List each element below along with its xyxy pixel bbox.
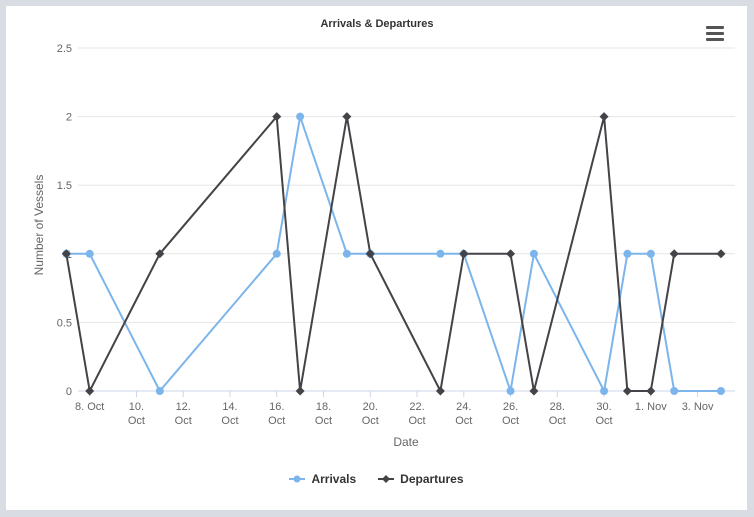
data-point-arrivals bbox=[342, 249, 351, 258]
y-tick-label: 1.5 bbox=[57, 180, 72, 192]
data-point-departures bbox=[622, 386, 632, 396]
series-line-arrivals bbox=[66, 115, 721, 392]
data-point-departures bbox=[646, 386, 656, 396]
x-tick-label: 12. bbox=[176, 401, 191, 413]
legend: Arrivals Departures bbox=[6, 472, 747, 486]
x-tick-label: 1. Nov bbox=[635, 401, 667, 413]
legend-label-arrivals: Arrivals bbox=[311, 472, 357, 486]
data-point-departures bbox=[459, 249, 469, 259]
data-point-arrivals bbox=[296, 112, 305, 121]
x-tick-label: Oct bbox=[502, 415, 519, 427]
series-departures bbox=[61, 112, 726, 396]
x-tick-label: 18. bbox=[316, 401, 331, 413]
x-tick-label: 20. bbox=[363, 401, 378, 413]
data-point-arrivals bbox=[623, 249, 632, 258]
x-tick-label: Oct bbox=[596, 415, 613, 427]
data-point-arrivals bbox=[155, 387, 164, 395]
data-point-arrivals bbox=[716, 387, 725, 395]
data-point-departures bbox=[599, 112, 609, 122]
x-tick-label: Oct bbox=[268, 415, 285, 427]
x-tick-label: 16. bbox=[269, 401, 284, 413]
x-tick-label: 22. bbox=[409, 401, 424, 413]
legend-label-departures: Departures bbox=[400, 472, 464, 486]
x-tick-label: 30. bbox=[596, 401, 611, 413]
y-tick-label: 2 bbox=[66, 112, 72, 124]
x-tick-label: Oct bbox=[128, 415, 145, 427]
line-chart: Arrivals & Departures 00.511.522.58. Oct… bbox=[32, 18, 735, 449]
x-tick-label: Oct bbox=[315, 415, 332, 427]
x-tick-label: 3. Nov bbox=[682, 401, 714, 413]
x-tick-label: Oct bbox=[455, 415, 472, 427]
y-tick-label: 2.5 bbox=[57, 43, 72, 55]
x-tick-label: Oct bbox=[408, 415, 425, 427]
data-point-departures bbox=[61, 249, 71, 259]
data-point-arrivals bbox=[529, 249, 538, 258]
x-tick-label: 28. bbox=[550, 401, 565, 413]
data-point-departures bbox=[435, 386, 445, 396]
data-point-departures bbox=[85, 386, 95, 396]
diamond-marker-icon bbox=[378, 475, 395, 483]
y-tick-label: 0.5 bbox=[57, 317, 72, 329]
data-point-departures bbox=[342, 112, 352, 122]
data-point-arrivals bbox=[600, 387, 609, 395]
y-axis-title: Number of Vessels bbox=[32, 175, 46, 276]
x-tick-label: Oct bbox=[362, 415, 379, 427]
legend-item-departures[interactable]: Departures bbox=[378, 472, 464, 486]
data-point-departures bbox=[716, 249, 726, 259]
data-point-departures bbox=[272, 112, 282, 122]
data-point-arrivals bbox=[670, 387, 679, 395]
x-tick-label: 26. bbox=[503, 401, 518, 413]
x-tick-label: 10. bbox=[129, 401, 144, 413]
data-point-departures bbox=[365, 249, 375, 259]
data-point-departures bbox=[529, 386, 539, 396]
series-line-departures bbox=[65, 115, 721, 392]
data-point-departures bbox=[295, 386, 305, 396]
data-point-arrivals bbox=[646, 249, 655, 258]
data-point-departures bbox=[155, 249, 165, 259]
x-tick-label: Oct bbox=[549, 415, 566, 427]
chart-title: Arrivals & Departures bbox=[320, 18, 433, 30]
legend-item-arrivals[interactable]: Arrivals bbox=[289, 472, 356, 486]
chart-container: Arrivals & Departures 00.511.522.58. Oct… bbox=[6, 6, 747, 510]
x-tick-label: 24. bbox=[456, 401, 471, 413]
y-tick-label: 0 bbox=[66, 386, 72, 398]
chart-menu-icon[interactable] bbox=[706, 26, 724, 42]
x-tick-label: 14. bbox=[222, 401, 237, 413]
circle-marker-icon bbox=[289, 475, 306, 483]
x-tick-label: Oct bbox=[175, 415, 192, 427]
x-tick-label: 8. Oct bbox=[75, 401, 104, 413]
data-point-arrivals bbox=[436, 249, 445, 258]
x-axis-title: Date bbox=[393, 435, 419, 449]
data-point-arrivals bbox=[272, 249, 281, 258]
data-point-departures bbox=[669, 249, 679, 259]
x-tick-label: Oct bbox=[221, 415, 238, 427]
data-point-departures bbox=[506, 249, 516, 259]
data-point-arrivals bbox=[85, 249, 94, 258]
data-point-arrivals bbox=[506, 387, 515, 395]
